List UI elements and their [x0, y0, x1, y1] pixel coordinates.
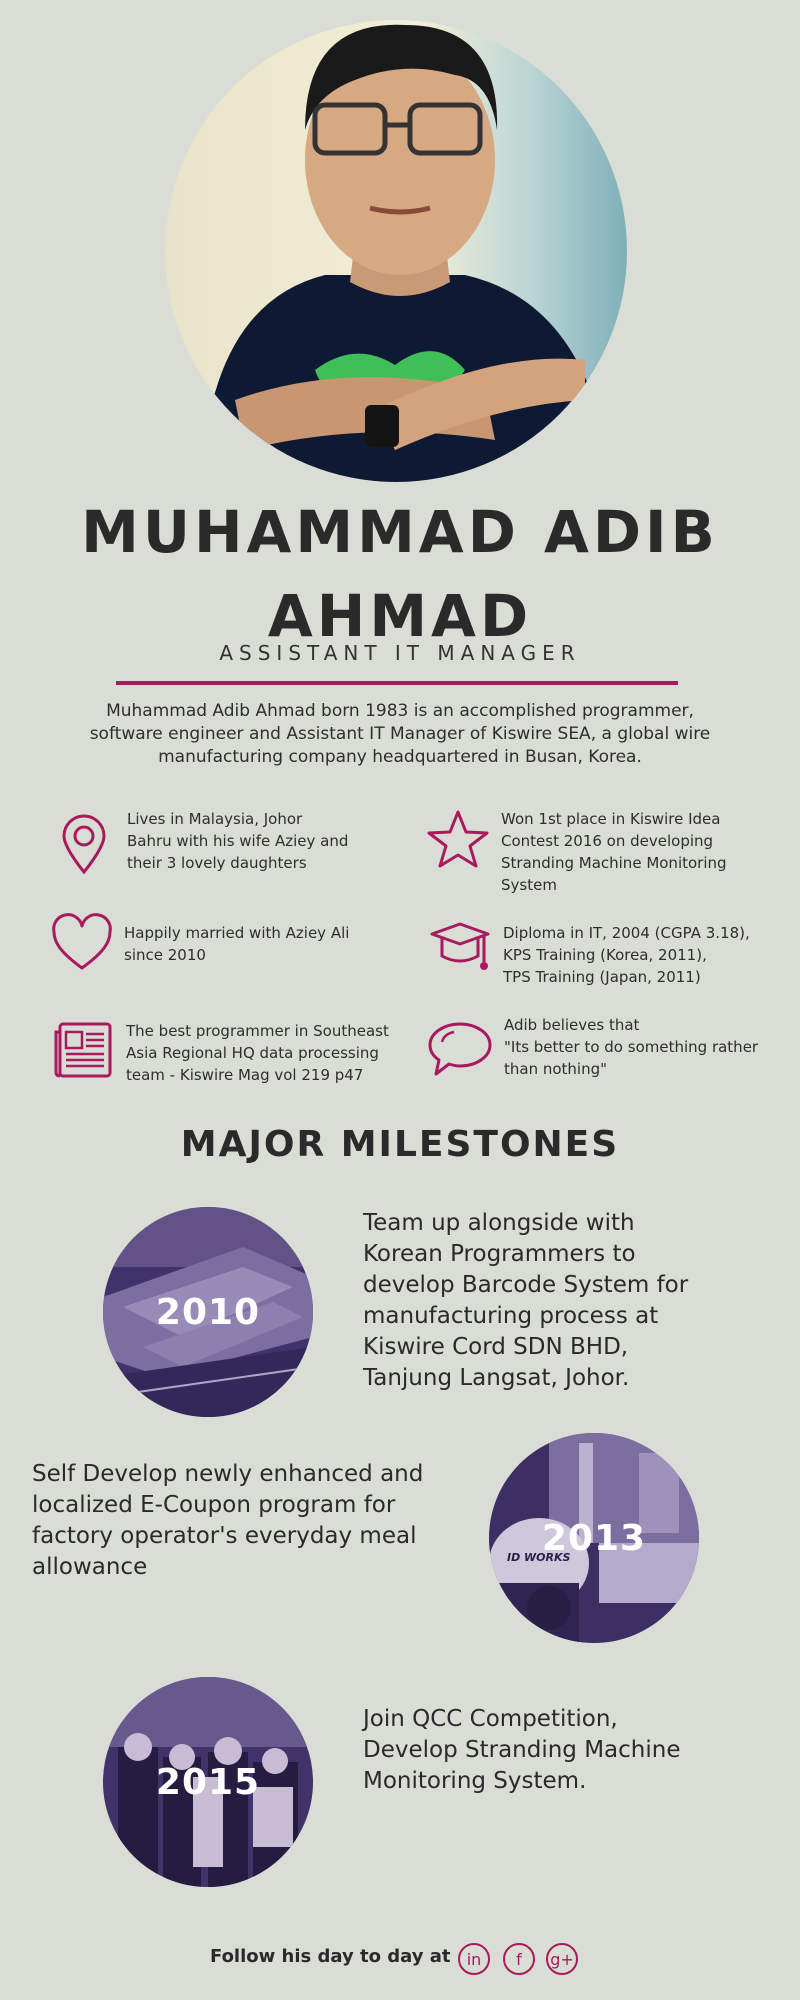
fact-marriage: Happily married with Aziey Ali since 201… — [124, 922, 374, 966]
fact-line: their 3 lovely daughters — [127, 854, 307, 872]
milestone-year: 2013 — [541, 1517, 647, 1559]
milestone-line: develop Barcode System for — [363, 1272, 689, 1298]
fact-recognition: The best programmer in Southeast Asia Re… — [126, 1020, 406, 1086]
milestone-2015-text: Join QCC Competition, Develop Stranding … — [363, 1704, 763, 1797]
fact-line: team - Kiswire Mag vol 219 p47 — [126, 1066, 364, 1084]
fact-line: TPS Training (Japan, 2011) — [503, 968, 701, 986]
milestone-line: Develop Stranding Machine — [363, 1737, 681, 1763]
milestone-line: Korean Programmers to — [363, 1241, 636, 1267]
fact-line: Contest 2016 on developing — [501, 832, 714, 850]
fact-education: Diploma in IT, 2004 (CGPA 3.18), KPS Tra… — [503, 922, 783, 988]
profile-photo — [165, 20, 627, 482]
fact-line: Asia Regional HQ data processing — [126, 1044, 379, 1062]
milestone-2010-photo: 2010 — [103, 1207, 313, 1417]
milestone-line: allowance — [32, 1554, 148, 1580]
milestone-line: Monitoring System. — [363, 1768, 587, 1794]
fact-line: "Its better to do something rather — [504, 1038, 759, 1056]
milestones-heading: MAJOR MILESTONES — [180, 1124, 620, 1165]
fact-quote: Adib believes that "Its better to do som… — [504, 1014, 794, 1080]
sign-text: ID WORKS — [507, 1551, 571, 1564]
linkedin-glyph: in — [466, 1949, 482, 1969]
google-plus-icon[interactable]: g+ — [546, 1943, 578, 1975]
milestone-2010-text: Team up alongside with Korean Programmer… — [363, 1208, 763, 1394]
fact-line: The best programmer in Southeast — [126, 1022, 389, 1040]
linkedin-icon[interactable]: in — [458, 1943, 490, 1975]
divider — [116, 681, 678, 685]
name-line-1: MUHAMMAD ADIB — [81, 498, 719, 566]
milestone-year: 2010 — [155, 1291, 261, 1333]
star-icon — [426, 808, 490, 872]
milestone-line: manufacturing process at — [363, 1303, 659, 1329]
fact-award: Won 1st place in Kiswire Idea Contest 20… — [501, 808, 771, 896]
job-title: ASSISTANT IT MANAGER — [219, 641, 581, 665]
fact-line: Stranding Machine Monitoring — [501, 854, 727, 872]
fact-line: Won 1st place in Kiswire Idea — [501, 810, 721, 828]
fact-line: Bahru with his wife Aziey and — [127, 832, 349, 850]
milestone-line: Join QCC Competition, — [363, 1706, 618, 1732]
speech-bubble-icon — [428, 1016, 492, 1080]
milestone-2013-text: Self Develop newly enhanced and localize… — [32, 1459, 452, 1583]
newspaper-icon — [52, 1018, 116, 1082]
milestone-line: localized E-Coupon program for — [32, 1492, 396, 1518]
fact-line: System — [501, 876, 557, 894]
fact-location: Lives in Malaysia, Johor Bahru with his … — [127, 808, 367, 874]
fact-line: since 2010 — [124, 946, 206, 964]
graduation-cap-icon — [428, 916, 492, 980]
follow-label: Follow his day to day at — [210, 1946, 451, 1967]
heart-icon — [50, 912, 114, 976]
google-plus-glyph: g+ — [550, 1949, 574, 1969]
milestone-line: Kiswire Cord SDN BHD, — [363, 1334, 629, 1360]
milestone-line: factory operator's everyday meal — [32, 1523, 417, 1549]
milestone-line: Self Develop newly enhanced and — [32, 1461, 424, 1487]
milestone-2015-photo: 2015 — [103, 1677, 313, 1887]
fact-line: Lives in Malaysia, Johor — [127, 810, 303, 828]
milestone-line: Team up alongside with — [363, 1210, 635, 1236]
fact-line: than nothing" — [504, 1060, 608, 1078]
facebook-glyph: f — [516, 1949, 522, 1969]
milestone-line: Tanjung Langsat, Johor. — [363, 1365, 630, 1391]
fact-line: KPS Training (Korea, 2011), — [503, 946, 707, 964]
intro-paragraph: Muhammad Adib Ahmad born 1983 is an acco… — [89, 701, 711, 767]
name-line-2: AHMAD — [267, 582, 533, 650]
fact-line: Diploma in IT, 2004 (CGPA 3.18), — [503, 924, 750, 942]
facebook-icon[interactable]: f — [503, 1943, 535, 1975]
milestone-year: 2015 — [155, 1761, 261, 1803]
fact-line: Happily married with Aziey Ali — [124, 924, 350, 942]
milestone-2013-photo: ID WORKS 2013 — [489, 1433, 699, 1643]
fact-line: Adib believes that — [504, 1016, 640, 1034]
location-pin-icon — [52, 812, 116, 876]
person-name: MUHAMMAD ADIB AHMAD — [60, 490, 740, 658]
